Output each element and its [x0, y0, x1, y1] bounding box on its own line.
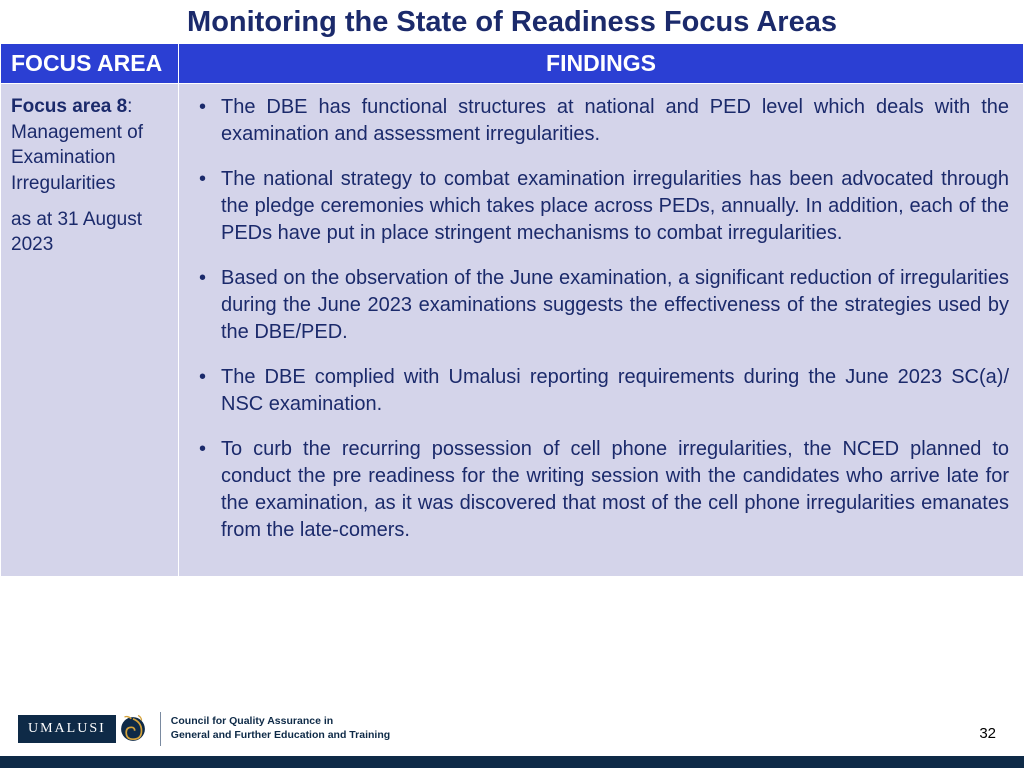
logo-text: UMALUSI — [18, 715, 116, 743]
finding-item: To curb the recurring possession of cell… — [193, 436, 1009, 544]
logo-tagline: Council for Quality Assurance in General… — [171, 715, 390, 742]
focus-area-date: as at 31 August 2023 — [11, 207, 170, 258]
finding-item: The DBE complied with Umalusi reporting … — [193, 364, 1009, 418]
logo-divider — [160, 712, 161, 746]
findings-cell: The DBE has functional structures at nat… — [179, 84, 1024, 577]
findings-list: The DBE has functional structures at nat… — [193, 94, 1009, 544]
slide-title: Monitoring the State of Readiness Focus … — [0, 0, 1024, 43]
col-header-findings: FINDINGS — [179, 44, 1024, 84]
finding-item: The DBE has functional structures at nat… — [193, 94, 1009, 148]
logo-swirl-icon — [116, 712, 150, 746]
logo-block: UMALUSI Council for Quality Assurance in… — [18, 712, 390, 746]
slide-footer: UMALUSI Council for Quality Assurance in… — [0, 690, 1024, 768]
findings-table: FOCUS AREA FINDINGS Focus area 8: Manage… — [0, 43, 1024, 577]
col-header-focus: FOCUS AREA — [1, 44, 179, 84]
finding-item: Based on the observation of the June exa… — [193, 265, 1009, 346]
focus-area-cell: Focus area 8: Management of Examination … — [1, 84, 179, 577]
footer-bar — [0, 756, 1024, 768]
page-number: 32 — [979, 725, 996, 742]
finding-item: The national strategy to combat examinat… — [193, 166, 1009, 247]
focus-area-label: Focus area 8 — [11, 96, 127, 117]
